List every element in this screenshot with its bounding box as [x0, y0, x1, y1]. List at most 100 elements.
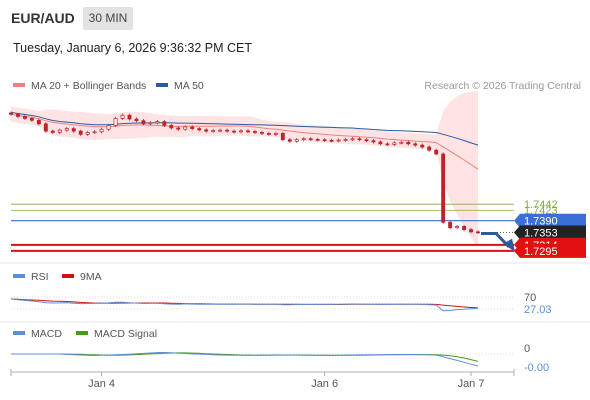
candle-body — [322, 139, 327, 142]
candle-body — [469, 229, 473, 233]
candle-body — [455, 226, 460, 229]
candle-body — [36, 119, 41, 125]
candle-body — [29, 118, 34, 121]
macd-axis-zero: 0 — [524, 343, 530, 355]
macd-legend-label: MACD — [31, 328, 62, 340]
ma50-line — [10, 111, 479, 146]
macd-signal-legend-label: MACD Signal — [94, 328, 158, 340]
candle-body — [273, 133, 278, 135]
candle-body — [476, 231, 480, 234]
candle-body — [71, 128, 76, 132]
last-price-label-bg — [514, 225, 586, 240]
candle-body — [350, 138, 355, 141]
candle-body — [9, 112, 13, 115]
copyright-text: Research © 2026 Trading Central — [424, 80, 581, 92]
candle-body — [392, 142, 397, 145]
forecast-arrow-head — [503, 238, 515, 252]
candle-body — [92, 131, 97, 134]
candle-body — [413, 143, 418, 146]
candle-body — [385, 143, 390, 146]
candle-body — [211, 130, 216, 132]
candle-body — [329, 139, 334, 142]
candle-body — [85, 132, 90, 135]
candle-body — [420, 144, 425, 148]
candle-body — [50, 130, 55, 133]
x-tick-label: Jan 6 — [311, 378, 338, 390]
candle-body — [190, 126, 195, 129]
resistance-label-0: 1.7442 — [524, 199, 558, 211]
candle-body — [155, 121, 160, 124]
ma20-swatch — [13, 83, 25, 88]
rsi-swatch — [13, 274, 25, 279]
candle-body — [399, 141, 404, 144]
candle-body — [308, 138, 313, 141]
candle-body — [448, 221, 453, 229]
candle-body — [232, 130, 236, 133]
candle-body — [427, 146, 432, 151]
candle-body — [280, 133, 285, 141]
candle-body — [148, 122, 153, 125]
support-label-5-bg — [514, 243, 586, 258]
macd-line — [11, 351, 479, 367]
ma20-legend-label: MA 20 + Bollinger Bands — [31, 80, 147, 92]
rsi-line — [10, 298, 479, 312]
candle-body — [294, 139, 299, 142]
candle-body — [120, 114, 125, 119]
candle-body — [336, 139, 341, 142]
macd-legend: MACD — [13, 328, 62, 340]
last-price-label: 1.7353 — [524, 228, 558, 240]
candle-body — [197, 128, 202, 131]
candle-body — [169, 125, 174, 129]
candle-body — [239, 130, 243, 133]
candle-body — [113, 118, 118, 126]
rsi-ma-legend: 9MA — [62, 271, 102, 283]
candle-body — [64, 128, 69, 131]
candle-body — [106, 125, 111, 130]
candle-body — [301, 138, 306, 141]
pivot-label: 1.7390 — [524, 216, 558, 228]
candle-body — [225, 129, 230, 132]
candle-body — [162, 121, 167, 126]
candle-body — [127, 114, 132, 120]
candle-body — [462, 226, 467, 230]
candle-body — [246, 130, 250, 133]
rsi-legend-label: RSI — [31, 271, 49, 283]
timeframe-button[interactable]: 30 MIN — [83, 7, 133, 30]
rsi-current-value: 27.03 — [524, 304, 552, 316]
macd-current-value: -0.00 — [524, 362, 549, 374]
x-tick-label: Jan 7 — [458, 378, 485, 390]
candle-body — [253, 131, 257, 133]
candle-body — [16, 113, 20, 117]
candle-body — [315, 139, 320, 141]
ma50-swatch — [156, 83, 168, 88]
chart-datetime: Tuesday, January 6, 2026 9:36:32 PM CET — [13, 41, 253, 55]
pivot-label-bg — [514, 213, 586, 228]
ma20-line — [10, 113, 479, 170]
rsi-ma-legend-label: 9MA — [80, 271, 102, 283]
candle-body — [134, 118, 139, 121]
forecast-arrow — [481, 232, 511, 248]
candle-body — [434, 149, 439, 155]
ma20-legend: MA 20 + Bollinger Bands — [13, 80, 146, 92]
candle-body — [357, 138, 362, 141]
bollinger-band — [11, 91, 478, 248]
candle-body — [364, 139, 369, 142]
candle-body — [141, 120, 146, 125]
macd-swatch — [13, 331, 25, 336]
rsi-ma-swatch — [62, 274, 74, 279]
candle-body — [204, 129, 209, 132]
candle-body — [43, 123, 48, 132]
x-tick-label: Jan 4 — [88, 378, 115, 390]
candle-body — [259, 132, 264, 134]
candle-body — [218, 129, 223, 132]
ma50-legend: MA 50 — [156, 80, 204, 92]
support-label-5: 1.7295 — [524, 246, 558, 258]
candle-body — [78, 130, 83, 135]
ma50-legend-label: MA 50 — [174, 80, 204, 92]
candle-body — [441, 153, 446, 223]
macd-signal-swatch — [76, 331, 88, 336]
candle-body — [406, 141, 411, 145]
candle-body — [378, 141, 383, 145]
rsi-legend: RSI — [13, 271, 49, 283]
